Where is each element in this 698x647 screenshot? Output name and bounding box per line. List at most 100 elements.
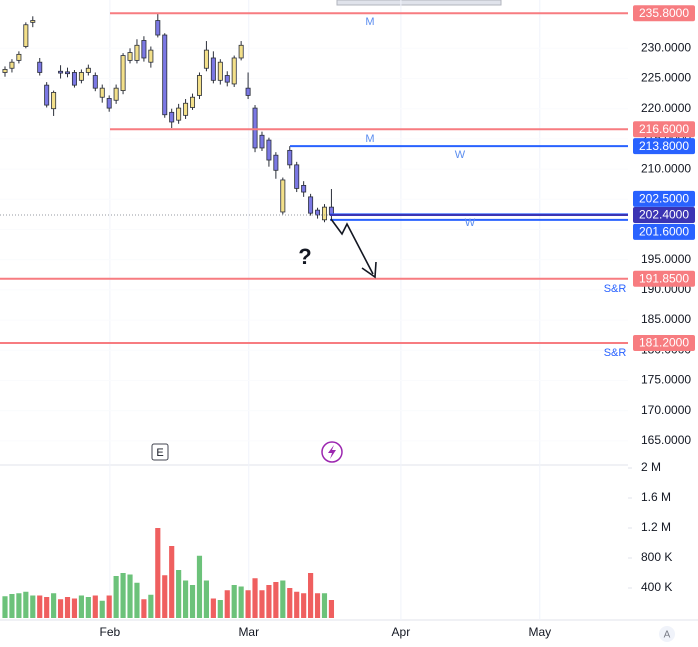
volume-bar — [280, 580, 286, 618]
volume-bar — [51, 593, 57, 618]
candle-body — [266, 139, 272, 161]
candle-body — [44, 84, 50, 106]
volume-bar — [78, 595, 84, 618]
earnings-badge-text: E — [156, 447, 163, 459]
volume-bar — [148, 594, 154, 618]
volume-bar — [314, 593, 321, 618]
event-bolt — [328, 445, 336, 459]
volume-bar — [182, 580, 189, 618]
level-note: W — [455, 149, 466, 161]
volume-tick-label: 2 M — [641, 460, 661, 474]
volume-bar — [23, 591, 29, 618]
volume-bar — [245, 590, 251, 618]
price-tag — [633, 206, 695, 223]
volume-bar — [224, 590, 230, 618]
y-tick-label: 175.0000 — [641, 373, 691, 387]
candle-body — [252, 107, 258, 149]
candle-body — [127, 52, 133, 61]
volume-bar — [203, 580, 209, 618]
price-tag-label: 216.6000 — [639, 122, 689, 136]
volume-bar — [92, 595, 98, 618]
y-tick-label: 185.0000 — [641, 312, 691, 326]
candle-body — [23, 24, 29, 47]
y-tick-label: 230.0000 — [641, 40, 691, 54]
volume-bar — [37, 595, 43, 618]
level-note: W — [465, 217, 476, 229]
volume-bar — [99, 600, 105, 618]
candle-body — [2, 69, 8, 73]
candle-body — [224, 75, 230, 83]
arrow-head — [361, 261, 377, 279]
marks: FebMarAprMay165.0000170.0000175.0000180.… — [0, 0, 691, 639]
candle-body — [141, 40, 147, 59]
candle-body — [217, 61, 223, 81]
volume-bar — [176, 570, 182, 618]
price-tag — [633, 121, 695, 138]
x-tick-label: Feb — [100, 625, 121, 639]
candle-body — [231, 57, 237, 85]
price-tag — [633, 138, 695, 155]
candle-body — [190, 96, 196, 108]
volume-bar — [189, 585, 196, 618]
candle-body — [9, 61, 15, 69]
candle-body — [245, 87, 251, 96]
candle-body — [169, 111, 175, 123]
y-tick-label: 170.0000 — [641, 403, 691, 417]
candle-body — [58, 70, 64, 74]
candle-body — [294, 164, 300, 189]
price-tag-label: 201.6000 — [639, 224, 689, 238]
volume-bar — [301, 593, 307, 618]
volume-bar — [106, 595, 112, 618]
candle-body — [203, 49, 209, 69]
volume-bar — [196, 555, 203, 618]
volume-bar — [85, 597, 91, 618]
candle-body — [176, 107, 182, 121]
toolbar-edge — [336, 0, 502, 6]
volume-bar — [71, 598, 78, 618]
volume-bar — [155, 528, 161, 618]
candle-body — [16, 53, 22, 61]
volume-bar — [252, 578, 258, 618]
candle-body — [155, 20, 161, 36]
candle-body — [134, 44, 140, 61]
volume-bar — [113, 576, 119, 618]
candle-body — [120, 55, 126, 91]
auto-button[interactable] — [659, 626, 675, 642]
y-tick-label: 165.0000 — [641, 433, 691, 447]
volume-bar — [210, 598, 216, 618]
volume-bar — [238, 586, 244, 618]
candle-body — [51, 91, 57, 110]
volume-bar — [321, 593, 328, 618]
volume-bar — [57, 599, 64, 618]
volume-bar — [328, 600, 335, 618]
volume-bar — [127, 574, 133, 618]
price-tag-label: 181.2000 — [639, 336, 689, 350]
question-mark: ? — [298, 244, 311, 269]
level-note: M — [365, 16, 374, 28]
volume-tick-label: 800 K — [641, 550, 672, 564]
candle-body — [210, 57, 216, 81]
candle-body — [280, 179, 286, 213]
candle-body — [65, 71, 70, 75]
volume-bar — [64, 597, 71, 618]
candle-body — [273, 154, 279, 171]
price-tag — [633, 5, 695, 22]
y-tick-label: 220.0000 — [641, 101, 691, 115]
volume-bar — [287, 588, 293, 618]
candle-body — [99, 87, 105, 98]
candle-body — [238, 44, 244, 59]
level-note: S&R — [604, 347, 627, 359]
candle-body — [162, 34, 168, 116]
candle-body — [71, 72, 77, 86]
earnings-badge[interactable] — [151, 443, 169, 461]
volume-bar — [162, 575, 168, 618]
volume-bar — [120, 573, 126, 618]
volume-bar — [9, 594, 15, 618]
candle-body — [148, 49, 154, 63]
x-tick-label: Mar — [238, 625, 259, 639]
arrow — [330, 218, 374, 275]
volume-bar — [217, 600, 223, 618]
price-tag-label: 213.8000 — [639, 139, 689, 153]
